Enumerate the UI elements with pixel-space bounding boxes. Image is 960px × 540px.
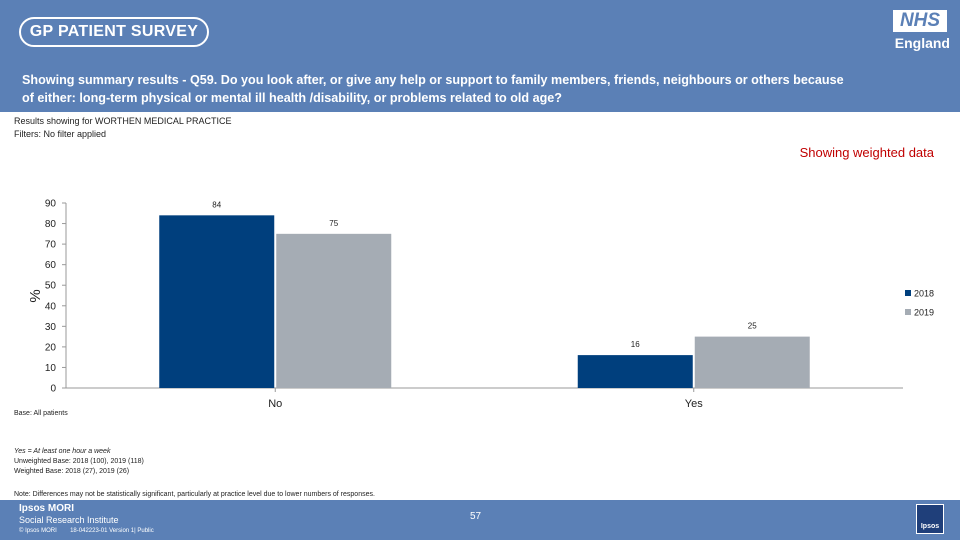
y-tick-label: 80 [45,219,57,230]
results-practice: Results showing for WORTHEN MEDICAL PRAC… [14,116,232,126]
gp-patient-survey-logo: GP PATIENT SURVEY [19,17,209,47]
data-label-yes-2018: 16 [631,340,640,349]
page-number: 57 [470,511,482,522]
bar-yes-2019 [694,336,810,388]
question-line-1: Showing summary results - Q59. Do you lo… [22,73,844,87]
data-label-no-2019: 75 [329,219,338,228]
bar-no-2018 [159,215,275,388]
differences-note: Note: Differences may not be statistical… [14,491,375,498]
x-category-label: Yes [685,398,703,410]
base-notes: Yes = At least one hour a week Unweighte… [14,447,144,477]
weighted-data-label: Showing weighted data [799,145,934,160]
bar-yes-2018 [577,355,693,388]
legend-label-2019: 2019 [914,308,934,318]
footer-bar [0,500,960,540]
base-note: Base: All patients [14,410,68,417]
question-band [0,64,960,112]
y-tick-label: 0 [50,384,56,395]
y-tick-label: 90 [45,199,57,210]
unweighted-base: Unweighted Base: 2018 (100), 2019 (118) [14,458,144,465]
y-tick-label: 30 [45,322,57,333]
y-tick-label: 10 [45,363,57,374]
y-tick-label: 70 [45,240,57,251]
data-label-no-2018: 84 [212,200,221,209]
ipsos-institute: Social Research Institute [19,515,119,525]
data-label-yes-2019: 25 [748,322,757,331]
header-bar [0,0,960,64]
y-axis-label: % [27,289,44,302]
question-line-2: of either: long-term physical or mental … [22,91,562,105]
y-tick-label: 20 [45,342,57,353]
y-tick-label: 40 [45,301,57,312]
y-tick-label: 60 [45,260,57,271]
legend-swatch-2019 [905,309,911,315]
legend-label-2018: 2018 [914,289,934,299]
y-tick-label: 50 [45,281,57,292]
bar-no-2019 [276,233,392,388]
yes-definition: Yes = At least one hour a week [14,448,111,455]
ipsos-mori-name: Ipsos MORI [19,503,75,514]
filters-text: Filters: No filter applied [14,129,107,139]
nhs-logo: NHS [893,10,947,32]
legend-swatch-2018 [905,290,911,296]
weighted-base: Weighted Base: 2018 (27), 2019 (26) [14,468,130,475]
footer-reference: © Ipsos MORI 18-042223-01 Version 1| Pub… [19,528,154,534]
ipsos-logo: Ipsos [916,504,944,534]
x-category-label: No [268,398,282,410]
nhs-region: England [894,35,950,51]
question-title: Showing summary results - Q59. Do you lo… [22,71,952,107]
